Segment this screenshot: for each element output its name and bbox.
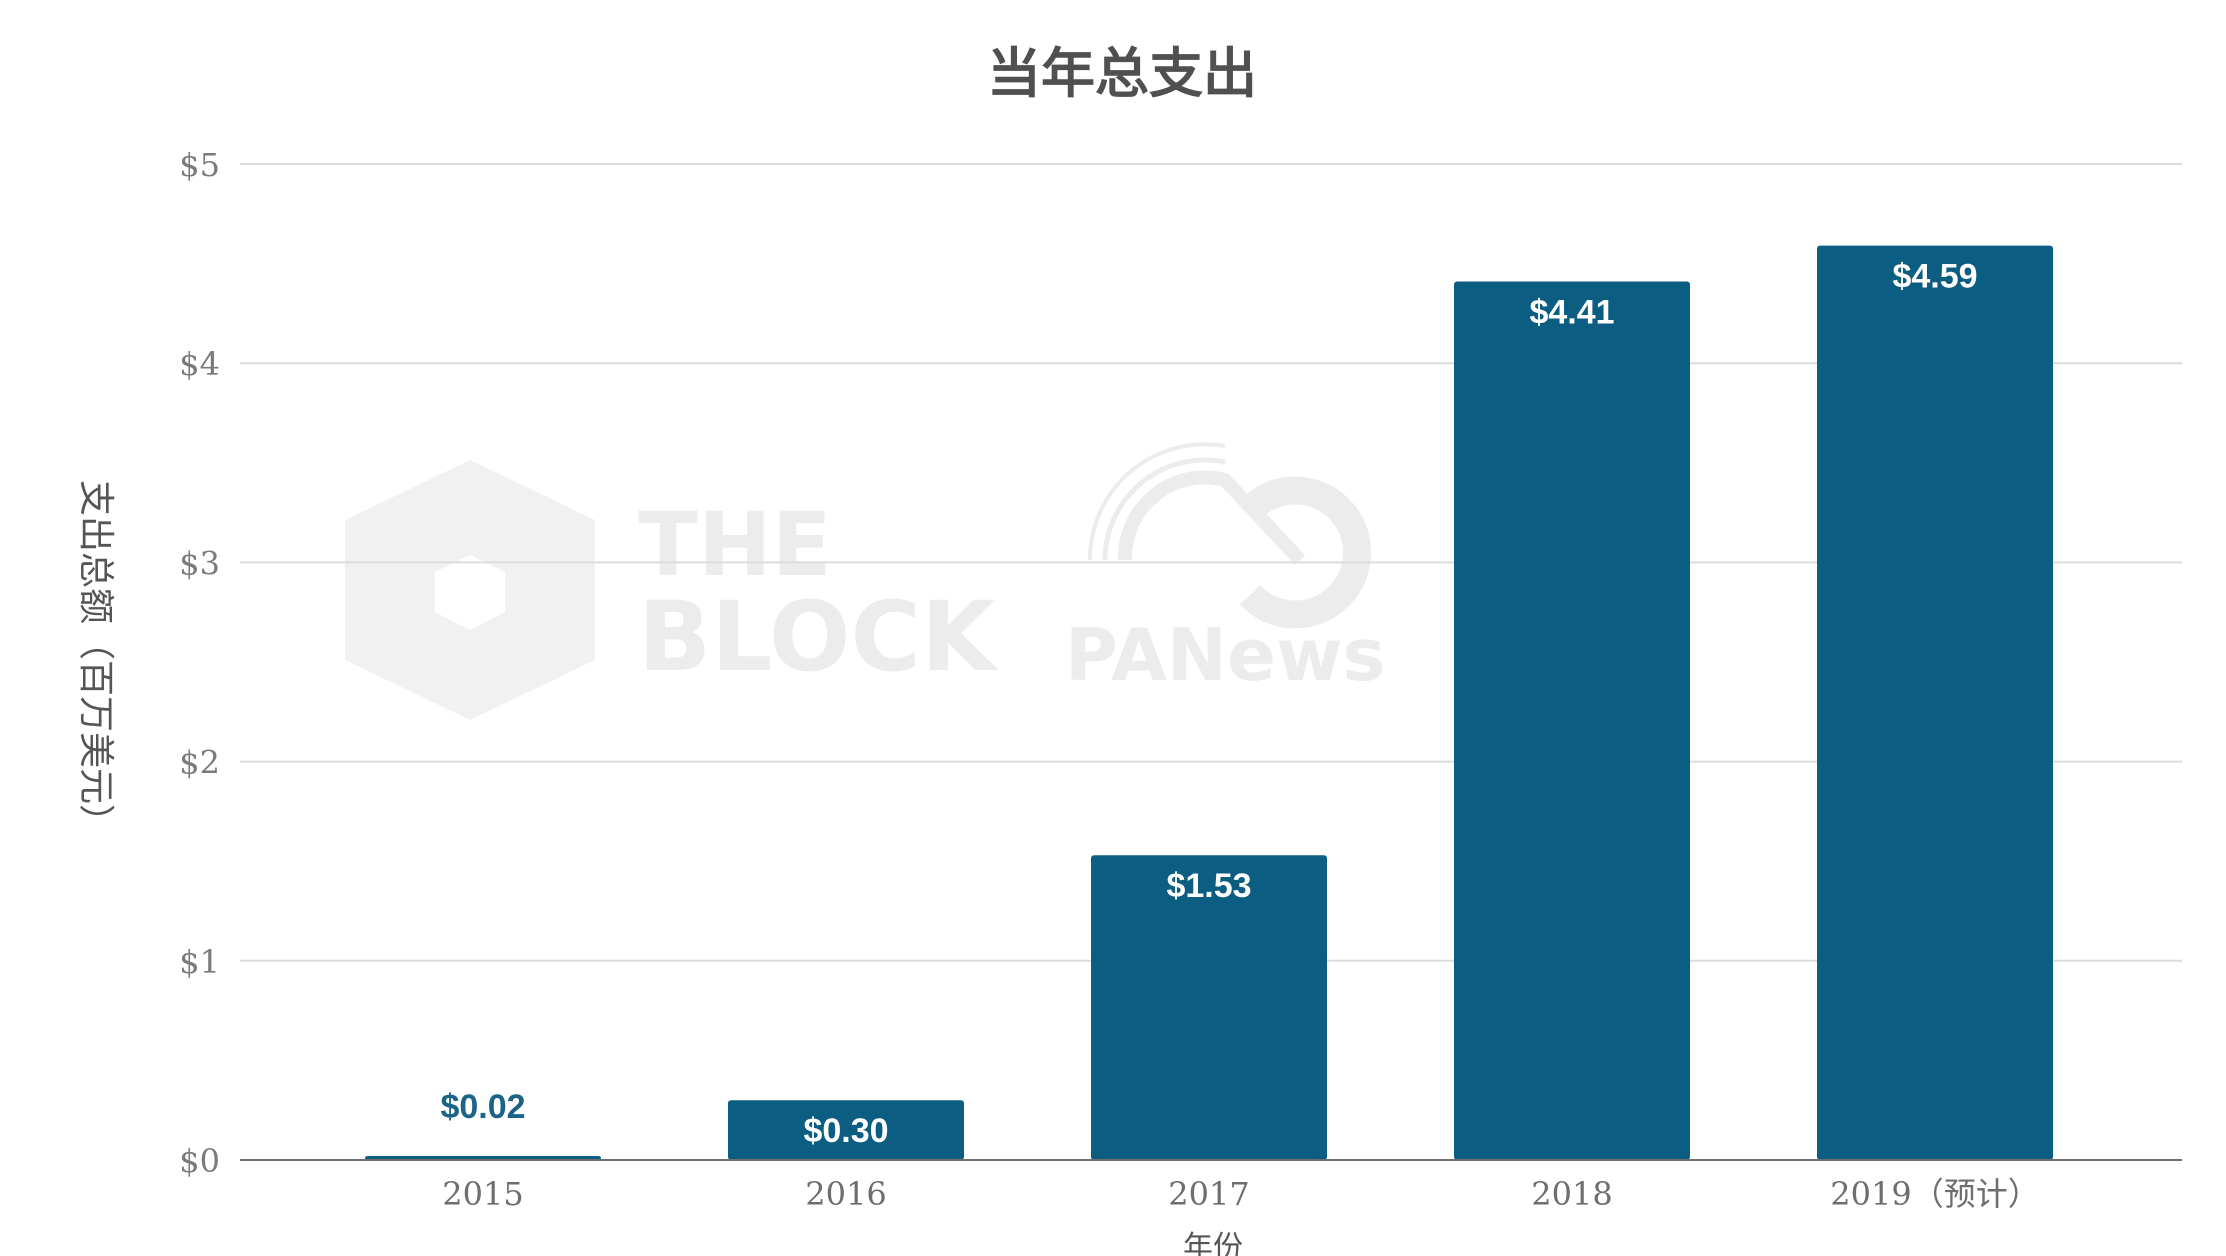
- x-axis-label: 年份: [1183, 1230, 1243, 1256]
- watermark-the: THE: [638, 493, 832, 596]
- bar: [1454, 281, 1690, 1160]
- y-tick-label: $4: [179, 345, 220, 383]
- x-tick-label: 2015: [442, 1175, 523, 1213]
- x-tick-label: 2019（预计）: [1830, 1175, 2039, 1213]
- bar: [1817, 245, 2053, 1160]
- watermark-block: BLOCK: [638, 581, 999, 693]
- data-labels: $0.02 $0.30 $1.53 $4.41 $4.59: [440, 258, 1977, 1151]
- x-tick-label: 2016: [805, 1175, 886, 1213]
- bar-data-label: $4.59: [1892, 258, 1977, 296]
- y-tick-label: $3: [179, 544, 220, 582]
- bar-data-label: $0.30: [803, 1112, 888, 1150]
- watermark-panews: PANews: [1065, 613, 1385, 697]
- bars: [365, 245, 2053, 1160]
- chart-title: 当年总支出: [987, 42, 1257, 105]
- bar-data-label: $4.41: [1529, 294, 1614, 332]
- y-tick-label: $2: [179, 744, 220, 782]
- the-block-logo-icon: [345, 460, 595, 720]
- bar-data-label: $1.53: [1166, 867, 1251, 905]
- y-tick-label: $0: [179, 1142, 220, 1180]
- y-axis-ticks: $0 $1 $2 $3 $4 $5: [179, 146, 220, 1180]
- y-tick-label: $5: [179, 146, 220, 184]
- y-tick-label: $1: [179, 943, 220, 981]
- panews-logo-icon: [1087, 442, 1372, 629]
- x-tick-label: 2017: [1168, 1175, 1249, 1213]
- bar: [728, 1100, 964, 1160]
- bar: [1091, 855, 1327, 1160]
- y-axis-label: 支出总额（百万美元）: [75, 480, 116, 840]
- x-axis-ticks: 2015 2016 2017 2018 2019（预计）: [442, 1175, 2039, 1213]
- bar-data-label: $0.02: [440, 1088, 525, 1126]
- x-tick-label: 2018: [1531, 1175, 1612, 1213]
- watermarks: THE BLOCK PANews: [345, 442, 1385, 720]
